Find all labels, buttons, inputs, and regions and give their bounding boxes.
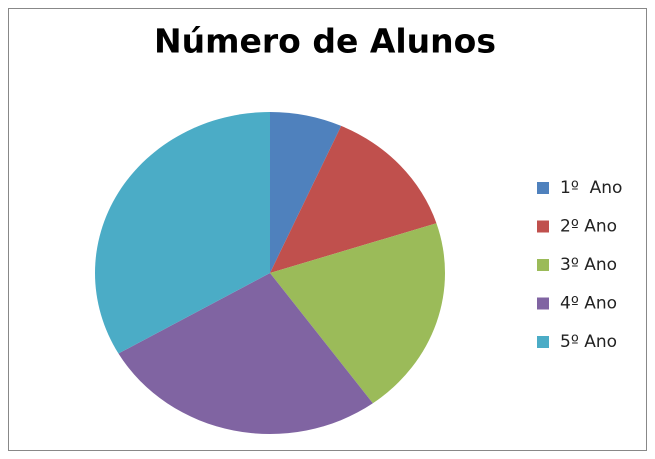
chart-title: Número de Alunos [154,22,496,61]
pie-slice [270,223,445,404]
legend-label: 4º Ano [560,294,617,314]
legend-swatch [537,297,549,310]
legend-label: 5º Ano [560,332,617,352]
pie-slice [95,112,271,354]
pie-slice [270,112,342,273]
legend-swatch [537,182,549,194]
legend-label: 2º Ano [560,217,617,237]
pie-slice [270,125,437,273]
pie-slice [118,273,373,434]
legend-swatch [537,220,549,233]
legend-label: 1º Ano [560,178,622,198]
legend-swatch [537,259,549,271]
legend-label: 3º Ano [560,255,617,275]
legend-swatch [537,336,549,348]
